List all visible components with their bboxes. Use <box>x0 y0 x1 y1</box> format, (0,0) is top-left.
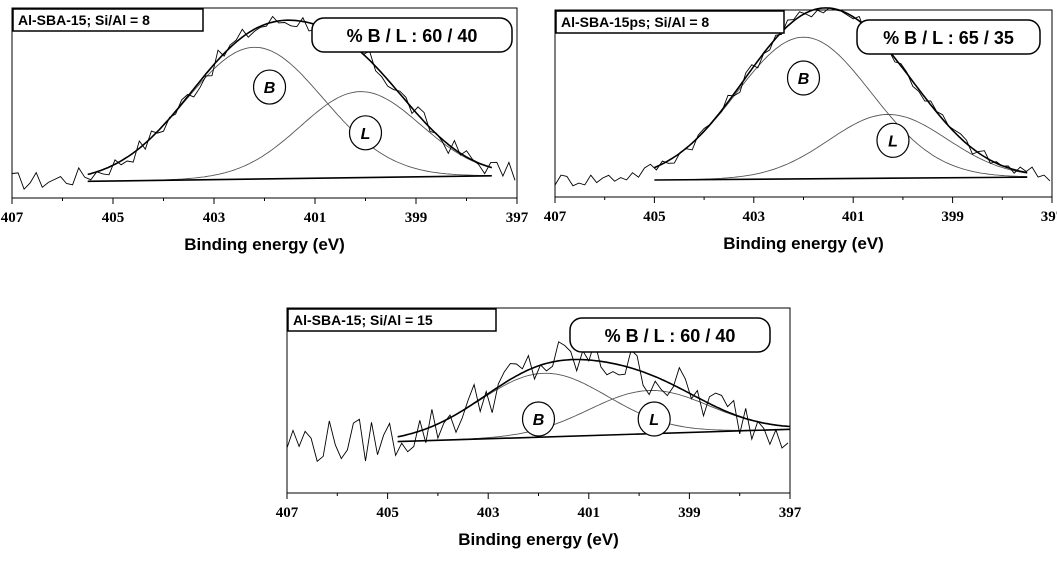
component-peak-L <box>397 390 791 443</box>
ratio-label-box <box>311 17 513 53</box>
x-tick-label: 407 <box>1 210 24 226</box>
peak-label-circle-B <box>252 69 287 105</box>
x-axis-label: Binding energy (eV) <box>184 235 345 254</box>
xps-panel-top-left: 407 405 403 401 399 397 Binding energy (eV) Al-… <box>0 0 529 270</box>
x-tick-label: 405 <box>102 210 125 226</box>
x-tick-label: 401 <box>578 505 601 521</box>
raw-spectrum <box>286 340 789 463</box>
sample-label-box <box>555 10 785 34</box>
baseline <box>654 176 1028 181</box>
fit-envelope <box>87 19 493 176</box>
raw-spectrum <box>11 15 516 191</box>
peak-label-L: L <box>649 412 659 429</box>
peak-label-B: B <box>798 71 810 88</box>
baseline <box>87 175 492 183</box>
component-peak-L <box>654 114 1028 181</box>
ratio-label: % B / L : 60 / 40 <box>347 26 478 46</box>
chart-svg-top-right: 407 405 403 401 399 397 Binding energy (eV) Al-… <box>544 7 1057 253</box>
fit-envelope <box>397 358 791 438</box>
component-peak-L <box>87 91 492 182</box>
x-tick-label: 397 <box>506 210 529 226</box>
xps-panel-bottom: 407 405 403 401 399 397 Binding energy (eV) Al-… <box>270 300 802 565</box>
peak-label-circle-L <box>348 115 383 151</box>
ratio-label-box <box>569 317 771 353</box>
peak-label-circle-B <box>521 401 556 437</box>
x-tick-label: 397 <box>779 505 802 521</box>
sample-label: Al-SBA-15ps; Si/Al = 8 <box>561 14 709 30</box>
peak-label-circle-B <box>786 60 821 96</box>
peak-label-circle-L <box>876 122 910 158</box>
xps-panel-top-right: 407 405 403 401 399 397 Binding energy (eV) Al-… <box>537 0 1057 270</box>
x-tick-label: 399 <box>405 210 428 226</box>
raw-spectrum <box>554 7 1051 187</box>
x-tick-label: 405 <box>643 209 666 225</box>
x-tick-label: 399 <box>941 209 964 225</box>
x-tick-label: 403 <box>203 210 226 226</box>
chart-svg-bottom: 407 405 403 401 399 397 Binding energy (eV) Al-… <box>276 307 802 549</box>
component-peak-B <box>397 372 791 438</box>
peak-label-circle-L <box>637 401 671 437</box>
peak-label-B: B <box>264 80 276 97</box>
ratio-label-box <box>856 19 1041 55</box>
x-tick-label: 397 <box>1041 209 1057 225</box>
peak-label-B: B <box>533 412 545 429</box>
sample-label: Al-SBA-15; Si/Al = 15 <box>293 312 433 328</box>
x-axis-label: Binding energy (eV) <box>723 234 884 253</box>
x-tick-label: 407 <box>544 209 567 225</box>
peak-label-L: L <box>361 126 371 143</box>
x-tick-label: 403 <box>743 209 766 225</box>
sample-label-box <box>12 8 204 32</box>
ratio-label: % B / L : 60 / 40 <box>605 326 736 346</box>
sample-label-box <box>287 308 497 332</box>
x-tick-label: 401 <box>304 210 327 226</box>
sample-label: Al-SBA-15; Si/Al = 8 <box>18 12 150 28</box>
baseline <box>397 428 791 443</box>
component-peak-B <box>87 46 492 176</box>
component-peak-B <box>654 36 1028 178</box>
x-tick-label: 407 <box>276 505 299 521</box>
x-axis-label: Binding energy (eV) <box>458 530 619 549</box>
ratio-label: % B / L : 65 / 35 <box>883 28 1014 48</box>
peak-label-L: L <box>888 133 898 150</box>
x-tick-label: 401 <box>842 209 865 225</box>
x-tick-label: 405 <box>376 505 399 521</box>
x-tick-label: 399 <box>678 505 701 521</box>
chart-svg-top-left: 407 405 403 401 399 397 Binding energy (eV) Al-… <box>1 7 529 254</box>
x-tick-label: 403 <box>477 505 500 521</box>
